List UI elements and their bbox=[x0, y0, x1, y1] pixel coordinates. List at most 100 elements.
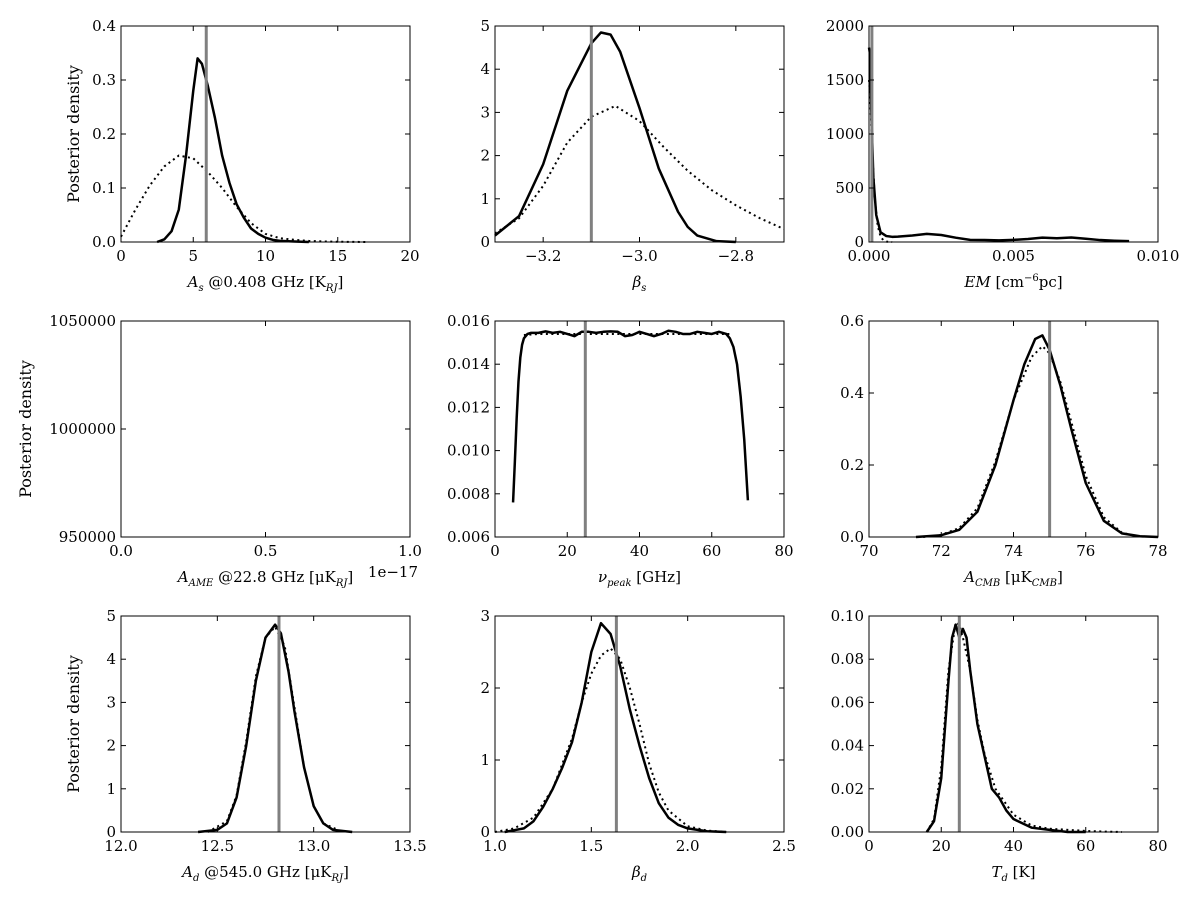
x-offset-label: 1e−17 bbox=[368, 563, 418, 581]
x-tick-label: 74 bbox=[1004, 542, 1023, 560]
subplot-6: 70 72 74 76 78 0.0 0.2 0.4 0.6 ACMB [μKCMB] bbox=[840, 312, 1167, 589]
y-tick-label: 2000 bbox=[826, 17, 864, 35]
x-tick-label: 78 bbox=[1148, 542, 1167, 560]
dotted-posterior-line bbox=[494, 104, 785, 235]
y-tick-label: 2 bbox=[480, 679, 490, 697]
axes-frame bbox=[120, 320, 411, 538]
axes-frame bbox=[868, 320, 1159, 538]
x-tick-label: 1.0 bbox=[483, 837, 507, 855]
x-tick-label: 0 bbox=[116, 247, 126, 265]
y-tick-label: 0.014 bbox=[447, 355, 490, 373]
y-tick-label: 4 bbox=[106, 650, 116, 668]
x-axis-label: βs bbox=[632, 273, 647, 294]
x-tick-label: 70 bbox=[859, 542, 878, 560]
y-tick-label: 0.06 bbox=[831, 693, 864, 711]
y-tick-label: 0.016 bbox=[447, 312, 490, 330]
y-tick-label: 1 bbox=[106, 780, 116, 798]
y-tick-label: 3 bbox=[106, 693, 116, 711]
x-tick-label: 13.0 bbox=[297, 837, 330, 855]
y-tick-label: 950000 bbox=[59, 528, 116, 546]
x-tick-label: 2.0 bbox=[676, 837, 700, 855]
y-tick-label: 3 bbox=[480, 103, 490, 121]
y-tick-label: 0 bbox=[480, 823, 490, 841]
subplot-8: 1.0 1.5 2.0 2.5 0 1 2 3 βd bbox=[480, 607, 795, 884]
y-tick-label: 0.6 bbox=[840, 312, 864, 330]
axes-frame bbox=[494, 320, 785, 538]
axes-frame bbox=[120, 25, 411, 243]
y-tick-label: 0.10 bbox=[831, 607, 864, 625]
x-tick-label: 60 bbox=[702, 542, 721, 560]
subplot-7: 12.0 12.5 13.0 13.5 0 1 2 3 4 5 Ad @545.0 GHz [μKR… bbox=[64, 607, 427, 884]
solid-posterior-line bbox=[504, 621, 727, 834]
x-tick-label: 40 bbox=[1004, 837, 1023, 855]
solid-posterior-line bbox=[156, 57, 309, 244]
y-tick-label: 0.08 bbox=[831, 650, 864, 668]
x-tick-label: 20 bbox=[932, 837, 951, 855]
x-tick-label: 2.5 bbox=[772, 837, 796, 855]
y-tick-label: 0 bbox=[854, 233, 864, 251]
dotted-posterior-line bbox=[494, 647, 727, 833]
x-axis-label: νpeak [GHz] bbox=[598, 568, 681, 589]
solid-posterior-line bbox=[511, 329, 750, 503]
y-tick-label: 0.2 bbox=[840, 456, 864, 474]
y-tick-label: 0.3 bbox=[92, 71, 116, 89]
y-tick-label: 500 bbox=[835, 179, 864, 197]
y-tick-label: 0.012 bbox=[447, 398, 490, 416]
axes-frame bbox=[120, 615, 411, 833]
subplot-2: −3.2 −3.0 −2.8 0 1 2 3 4 5 βs bbox=[480, 17, 785, 294]
solid-posterior-line bbox=[867, 47, 1130, 243]
y-tick-label: 3 bbox=[480, 607, 490, 625]
y-tick-label: 0.010 bbox=[447, 442, 490, 460]
x-tick-label: 40 bbox=[630, 542, 649, 560]
dotted-posterior-line bbox=[120, 154, 367, 243]
axes-frame bbox=[494, 615, 785, 833]
x-axis-label: Td [K] bbox=[991, 863, 1035, 884]
x-tick-label: 0.5 bbox=[254, 542, 278, 560]
y-tick-label: 0.008 bbox=[447, 485, 490, 503]
x-tick-label: 0 bbox=[864, 837, 874, 855]
dotted-posterior-line bbox=[925, 620, 1122, 833]
x-tick-label: 1.0 bbox=[398, 542, 422, 560]
y-tick-label: 0 bbox=[106, 823, 116, 841]
x-axis-label: βd bbox=[631, 863, 647, 884]
y-tick-label: 0.4 bbox=[92, 17, 116, 35]
x-tick-label: 0 bbox=[490, 542, 500, 560]
y-tick-label: 1050000 bbox=[49, 312, 116, 330]
x-tick-label: 20 bbox=[400, 247, 419, 265]
y-tick-label: 2 bbox=[480, 147, 490, 165]
y-tick-label: 4 bbox=[480, 60, 490, 78]
axes-frame bbox=[868, 25, 1159, 243]
x-axis-label: ACMB [μKCMB] bbox=[962, 568, 1063, 589]
subplot-1: 0 5 10 15 20 0.0 0.1 0.2 0.3 0.4 As @0.408 GHz [KR… bbox=[64, 17, 420, 294]
x-tick-label: −2.8 bbox=[718, 247, 754, 265]
y-tick-label: 1 bbox=[480, 190, 490, 208]
solid-posterior-line bbox=[494, 31, 736, 244]
dotted-posterior-line bbox=[523, 332, 730, 337]
x-tick-label: 0.010 bbox=[1137, 247, 1180, 265]
x-tick-label: 0.0 bbox=[109, 542, 133, 560]
solid-posterior-line bbox=[915, 334, 1159, 539]
y-tick-label: 0.00 bbox=[831, 823, 864, 841]
x-tick-label: 80 bbox=[1148, 837, 1167, 855]
x-axis-label: AAME @22.8 GHz [μKRJ] bbox=[176, 568, 354, 589]
x-tick-label: 0.005 bbox=[992, 247, 1035, 265]
y-axis-label: Posterior density bbox=[64, 65, 83, 203]
x-tick-label: 60 bbox=[1076, 837, 1095, 855]
axes-frame bbox=[868, 615, 1159, 833]
y-tick-label: 1000000 bbox=[49, 420, 116, 438]
x-tick-label: 5 bbox=[188, 247, 198, 265]
y-tick-label: 0.006 bbox=[447, 528, 490, 546]
x-tick-label: 20 bbox=[558, 542, 577, 560]
y-tick-label: 0.0 bbox=[92, 233, 116, 251]
dotted-posterior-line bbox=[207, 625, 343, 833]
x-tick-label: 76 bbox=[1076, 542, 1095, 560]
solid-posterior-line bbox=[925, 623, 1086, 834]
dotted-posterior-line bbox=[923, 344, 1141, 538]
x-tick-label: 12.0 bbox=[104, 837, 137, 855]
y-axis-label: Posterior density bbox=[64, 655, 83, 793]
y-tick-label: 0.4 bbox=[840, 384, 864, 402]
y-axis-label: Posterior density bbox=[16, 360, 35, 498]
x-tick-label: 80 bbox=[774, 542, 793, 560]
y-tick-label: 0.02 bbox=[831, 780, 864, 798]
